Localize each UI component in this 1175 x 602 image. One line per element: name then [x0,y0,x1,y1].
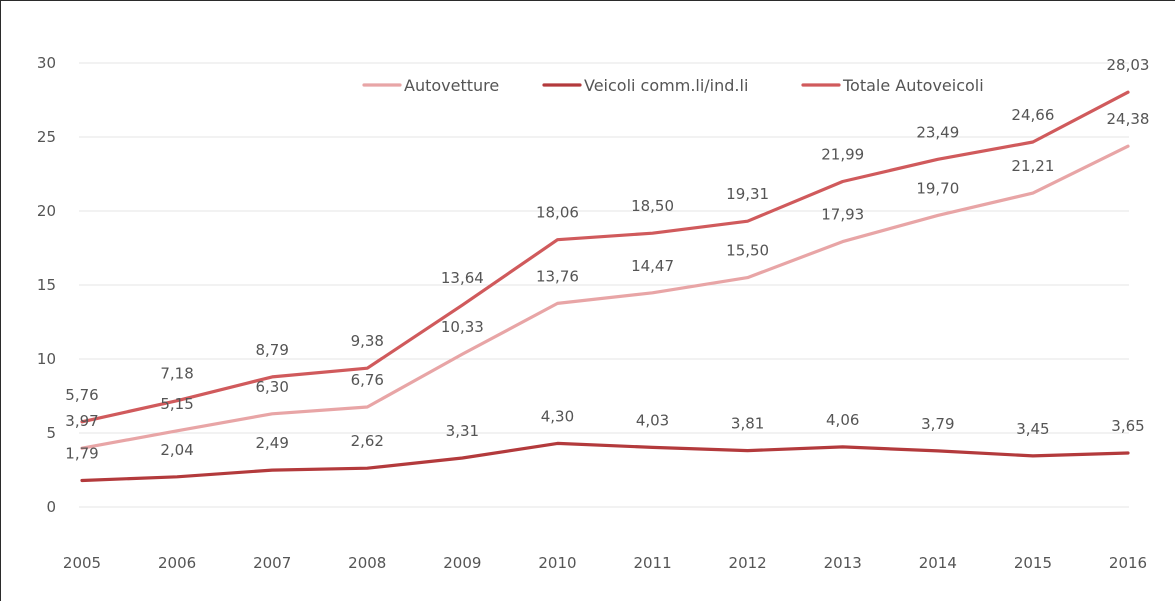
y-axis-ticks: 0 5 10 15 20 25 30 [37,54,56,516]
data-label: 3,45 [1016,420,1049,438]
x-tick-label: 2007 [253,554,291,572]
data-label: 21,99 [821,146,864,164]
data-label: 24,66 [1011,106,1054,124]
data-label: 3,65 [1111,417,1144,435]
x-axis-ticks: 2005 2006 2007 2008 2009 2010 2011 2012 2013 2014… [63,554,1147,572]
legend-label: Veicoli comm.li/ind.li [584,76,748,95]
y-tick-label: 20 [37,202,56,220]
x-tick-label: 2016 [1109,554,1147,572]
x-tick-label: 2013 [824,554,862,572]
y-tick-label: 0 [46,498,56,516]
y-tick-label: 5 [46,424,56,442]
x-tick-label: 2006 [158,554,196,572]
data-label: 24,38 [1107,110,1150,128]
data-label: 3,31 [446,422,479,440]
x-tick-label: 2010 [538,554,576,572]
x-tick-label: 2012 [729,554,767,572]
data-label: 2,49 [255,434,288,452]
data-label: 4,06 [826,411,859,429]
data-label: 2,62 [351,432,384,450]
series-line-2 [80,90,1130,424]
data-label: 4,30 [541,407,574,425]
series-line-1 [80,441,1130,483]
x-tick-label: 2009 [443,554,481,572]
data-label: 3,97 [65,412,98,430]
data-label: 3,79 [921,415,954,433]
series-line-0 [80,144,1130,450]
data-label: 13,64 [441,269,484,287]
data-label: 7,18 [160,365,193,383]
data-label: 6,76 [351,371,384,389]
x-tick-label: 2011 [633,554,671,572]
data-label: 9,38 [351,332,384,350]
data-label: 18,50 [631,197,674,215]
data-label: 17,93 [821,206,864,224]
data-label: 15,50 [726,242,769,260]
legend: Autovetture Veicoli comm.li/ind.li Totale … [362,76,984,95]
data-label: 4,03 [636,411,669,429]
data-label: 2,04 [160,441,193,459]
series-lines [80,90,1130,483]
y-tick-label: 30 [37,54,56,72]
y-tick-label: 15 [37,276,56,294]
y-tick-label: 25 [37,128,56,146]
data-label: 18,06 [536,204,579,222]
data-label: 5,76 [65,386,98,404]
legend-label: Totale Autoveicoli [842,76,984,95]
legend-label: Autovetture [404,76,499,95]
data-label: 5,15 [160,395,193,413]
gridlines [79,62,1129,508]
data-labels: 3,97 5,15 6,30 6,76 10,33 13,76 14,47 15,50 17,9… [65,56,1149,462]
x-tick-label: 2014 [919,554,957,572]
y-tick-label: 10 [37,350,56,368]
data-label: 10,33 [441,318,484,336]
data-label: 19,70 [916,179,959,197]
x-tick-label: 2015 [1014,554,1052,572]
data-label: 19,31 [726,185,769,203]
data-label: 28,03 [1107,56,1150,74]
data-label: 21,21 [1011,157,1054,175]
data-label: 3,81 [731,415,764,433]
data-label: 1,79 [65,445,98,463]
data-label: 14,47 [631,257,674,275]
x-tick-label: 2008 [348,554,386,572]
data-label: 6,30 [255,378,288,396]
data-label: 13,76 [536,267,579,285]
data-label: 23,49 [916,123,959,141]
x-tick-label: 2005 [63,554,101,572]
data-label: 8,79 [255,341,288,359]
